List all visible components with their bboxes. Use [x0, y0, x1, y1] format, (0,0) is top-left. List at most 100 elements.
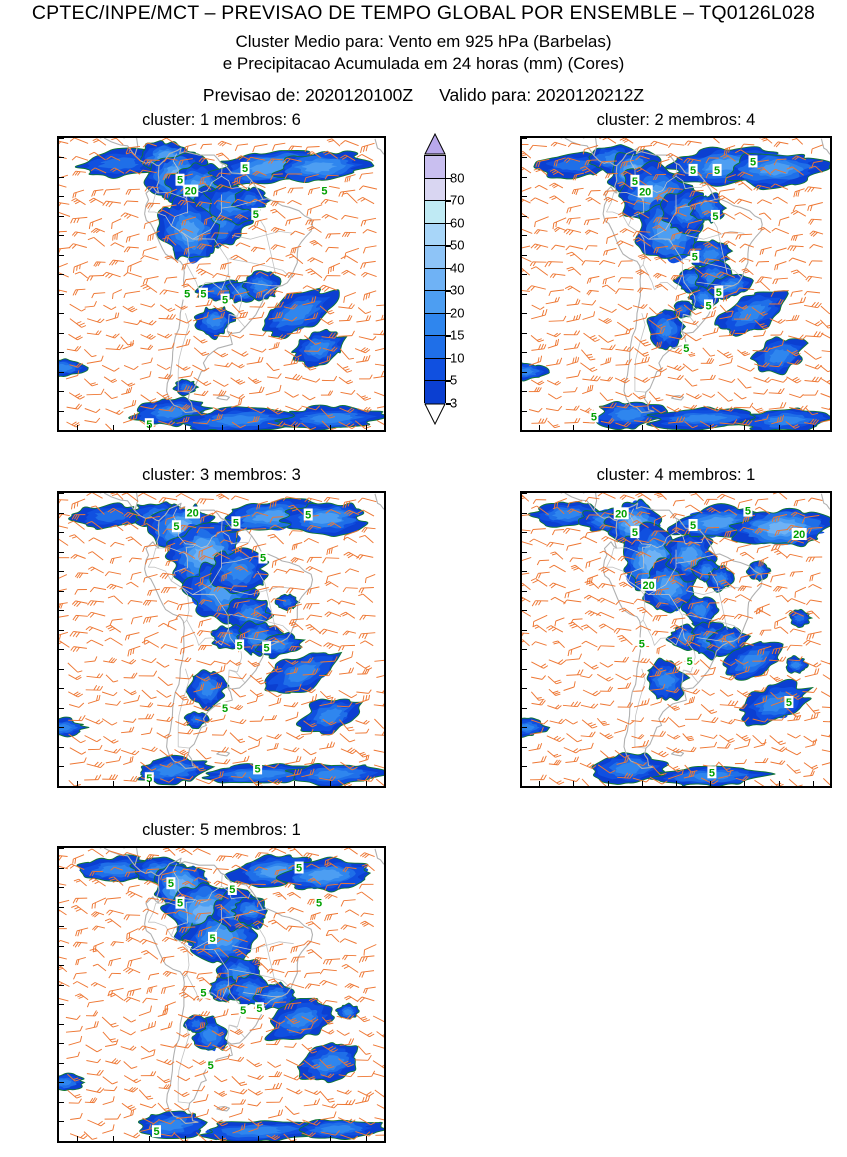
y-tickmark [59, 590, 64, 592]
contour-label: 5 [209, 933, 215, 945]
x-tickmark [113, 1136, 115, 1141]
x-axis-label: 60W [213, 787, 230, 788]
institution-header: CPTEC/INPE/MCT – PREVISAO DE TEMPO GLOBA… [31, 2, 816, 24]
panel-title-cluster-4: cluster: 4 membros: 1 [596, 466, 756, 484]
contour-label: 5 [237, 640, 243, 652]
precip-contour-line [275, 856, 372, 893]
x-axis-label: 30W [770, 787, 787, 788]
y-tickmark [522, 410, 527, 412]
precip-contour-line [659, 187, 714, 235]
x-tickmark [113, 781, 115, 786]
precip-contour-line [295, 698, 364, 736]
precip-contour-line [646, 657, 691, 701]
precip-contour-band [615, 761, 644, 776]
precip-contour-band [522, 368, 535, 376]
x-axis-label: 40W [285, 431, 302, 432]
contour-label: 5 [222, 703, 228, 715]
contour-label: 5 [168, 878, 174, 890]
contour-label: 5 [716, 287, 722, 299]
colorbar-label: 80 [450, 170, 465, 186]
x-axis-label: 30W [770, 431, 787, 432]
contour-label: 5 [200, 988, 206, 1000]
y-tickmark [522, 332, 527, 334]
x-axis-label: 20W [357, 1142, 374, 1143]
x-tickmark [778, 425, 780, 430]
contour-label: 5 [184, 289, 190, 301]
precip-contour-band [319, 708, 343, 724]
precip-contour-band [702, 249, 720, 262]
y-tickmark [59, 887, 64, 889]
y-tickmark [522, 313, 527, 315]
colorbar-label: 10 [450, 350, 465, 366]
precip-contour-band [319, 1124, 356, 1133]
valid-for-label: Valido para: 2020120212Z [439, 85, 645, 105]
colorbar-label: 15 [450, 327, 465, 343]
y-tickmark [522, 235, 527, 237]
coastlines [99, 138, 384, 414]
x-tickmark [812, 781, 814, 786]
wind-barbs-925hpa [59, 493, 384, 786]
colorbar-tick [446, 200, 451, 202]
y-tickmark [59, 727, 64, 729]
x-tickmark [329, 781, 331, 786]
y-tickmark [59, 274, 64, 276]
x-tickmark [293, 425, 295, 430]
precip-contour-line [156, 193, 221, 261]
x-axis-label: 70W [177, 431, 194, 432]
y-tickmark [59, 688, 64, 690]
x-axis-label: 20W [357, 787, 374, 788]
map-panel-cluster-1[interactable]: 520555555515N10N5NEQ5S10S15S20S25S30S35S… [57, 136, 386, 432]
map-panel-cluster-3[interactable]: 2055555555515N10N5NEQ5S10S15S20S25S30S35… [57, 491, 386, 788]
map-panel-cluster-4[interactable]: 205552020555515N10N5NEQ5S10S15S20S25S30S… [520, 491, 832, 788]
y-tickmark [59, 707, 64, 709]
colorbar-segment [425, 223, 445, 247]
y-tickmark [59, 629, 64, 631]
y-tickmark [59, 313, 64, 315]
y-tickmark [522, 391, 527, 393]
x-axis-label: 100W [66, 431, 87, 432]
x-axis-label: 100W [528, 431, 549, 432]
precip-contour-line [183, 1014, 208, 1033]
precip-contour-line [76, 854, 159, 883]
x-axis-label: 80W [141, 787, 158, 788]
precip-contour-band [740, 654, 764, 669]
forecast-from-label: Previsao de: 2020120100Z [202, 85, 414, 105]
contour-label: 5 [255, 763, 261, 775]
contour-label: 5 [177, 175, 183, 187]
precip-contour-line [722, 641, 784, 681]
colorbar-label: 50 [450, 237, 465, 253]
precip-contour-band [301, 162, 338, 174]
precip-contour-line [172, 406, 313, 430]
contour-label: 5 [146, 419, 152, 430]
contour-label: 5 [750, 156, 756, 168]
contour-label: 20 [615, 508, 627, 520]
x-axis-label: 70W [633, 787, 650, 788]
precip-contour-band [191, 1019, 202, 1028]
precip-contour-band [680, 414, 728, 423]
x-axis-label: 30W [321, 431, 338, 432]
y-tickmark [59, 1023, 64, 1025]
precip-contour-line [788, 608, 814, 629]
x-tickmark [539, 425, 541, 430]
x-axis-label: 40W [285, 1142, 302, 1143]
x-axis-label: 100W [66, 787, 87, 788]
x-axis-label: 60W [213, 1142, 230, 1143]
x-tickmark [149, 1136, 151, 1141]
y-tickmark [522, 512, 527, 514]
x-tickmark [113, 425, 115, 430]
precip-contour-line [59, 1072, 86, 1091]
precip-contour-line [136, 754, 216, 786]
map-panel-cluster-2[interactable]: 52055555555515N10N5NEQ5S10S15S20S25S30S3… [520, 136, 832, 432]
precip-contour-band [243, 905, 258, 916]
contour-label: 5 [260, 553, 266, 565]
y-tickmark [522, 707, 527, 709]
map-panel-cluster-5[interactable]: 5555555555515N10N5NEQ5S10S15S20S25S30S35… [57, 846, 386, 1143]
y-tickmark [59, 746, 64, 748]
x-tickmark [185, 425, 187, 430]
precip-contour-line [264, 997, 335, 1042]
y-tickmark [59, 1141, 64, 1142]
panel-title-cluster-1: cluster: 1 membros: 6 [142, 111, 301, 129]
